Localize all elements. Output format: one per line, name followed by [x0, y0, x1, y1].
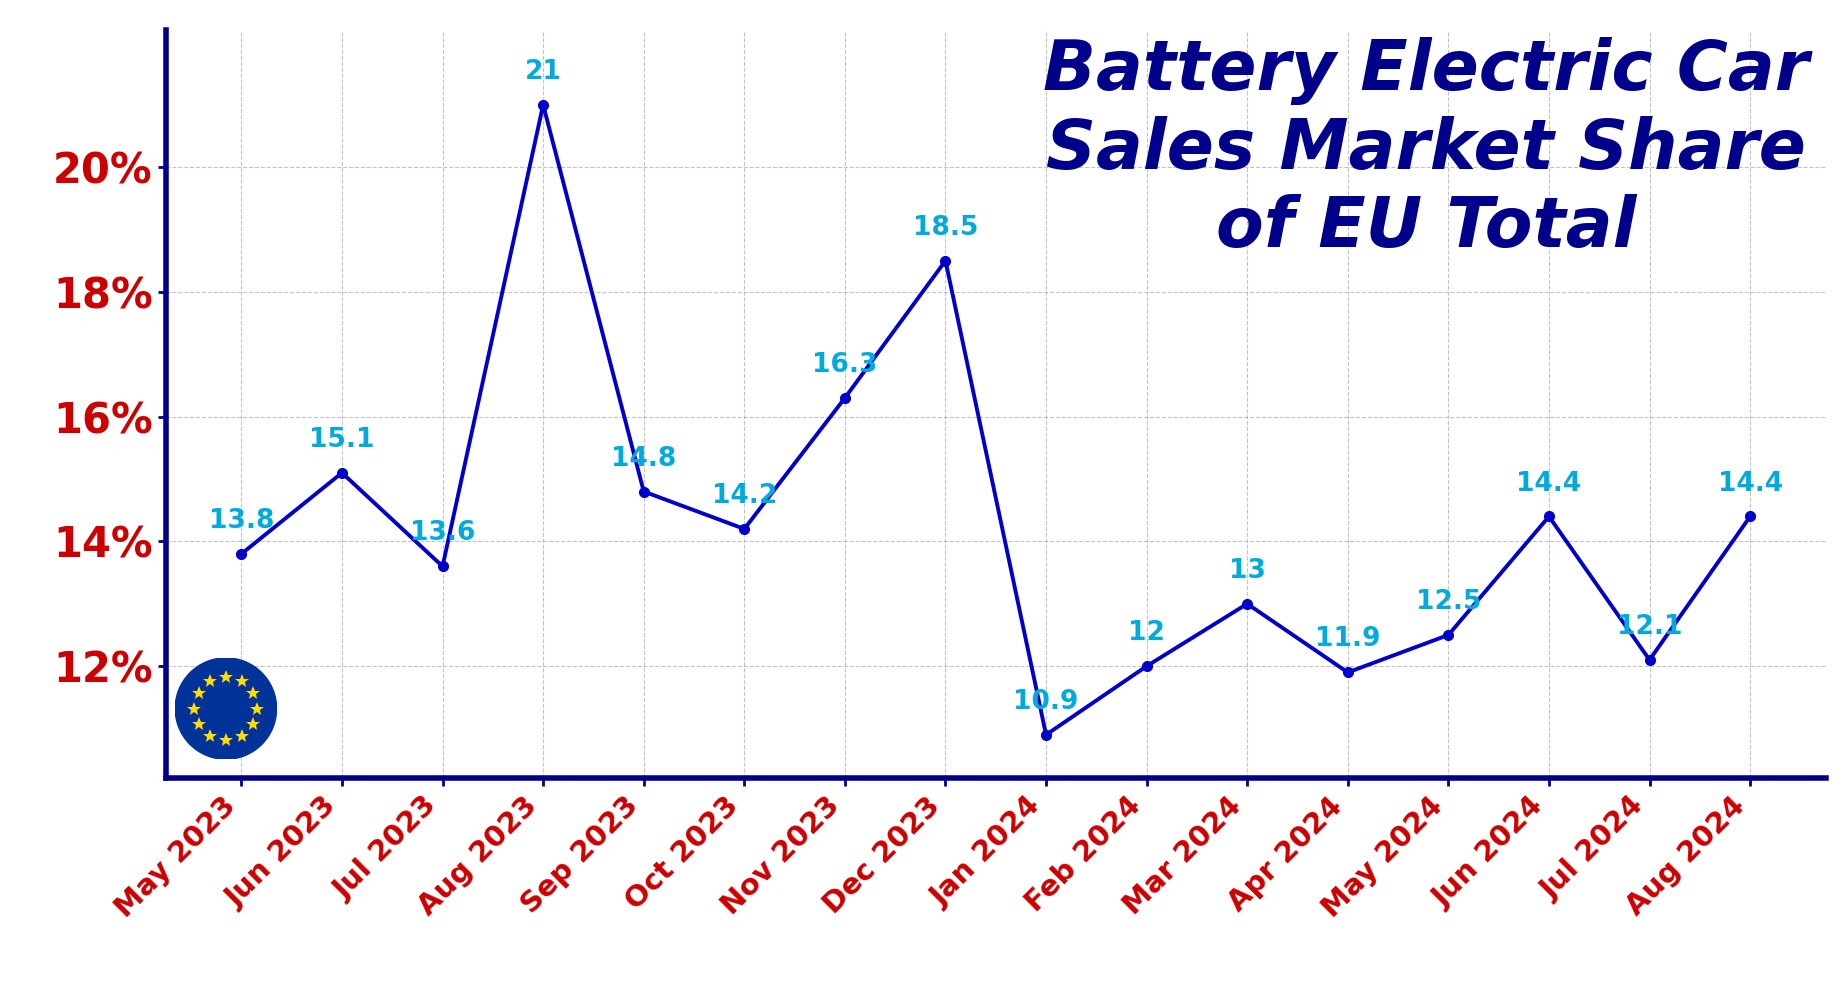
Text: 16.3: 16.3: [811, 352, 878, 378]
Text: 13: 13: [1228, 558, 1265, 584]
Text: 13.6: 13.6: [409, 520, 476, 547]
Text: Battery Electric Car
Sales Market Share
of EU Total: Battery Electric Car Sales Market Share …: [1044, 38, 1809, 260]
Text: 14.8: 14.8: [610, 445, 677, 472]
Text: 21: 21: [526, 59, 562, 85]
Text: 14.4: 14.4: [1717, 470, 1783, 496]
Text: 11.9: 11.9: [1315, 627, 1381, 653]
Text: 10.9: 10.9: [1014, 689, 1079, 715]
Text: 14.2: 14.2: [712, 483, 776, 509]
Circle shape: [175, 658, 277, 759]
Text: 12: 12: [1129, 620, 1165, 647]
Text: 14.4: 14.4: [1516, 470, 1582, 496]
Text: 13.8: 13.8: [208, 508, 275, 534]
Text: 18.5: 18.5: [913, 215, 977, 241]
Text: 12.1: 12.1: [1617, 614, 1682, 640]
Text: 12.5: 12.5: [1416, 589, 1481, 615]
Text: 15.1: 15.1: [310, 427, 374, 453]
